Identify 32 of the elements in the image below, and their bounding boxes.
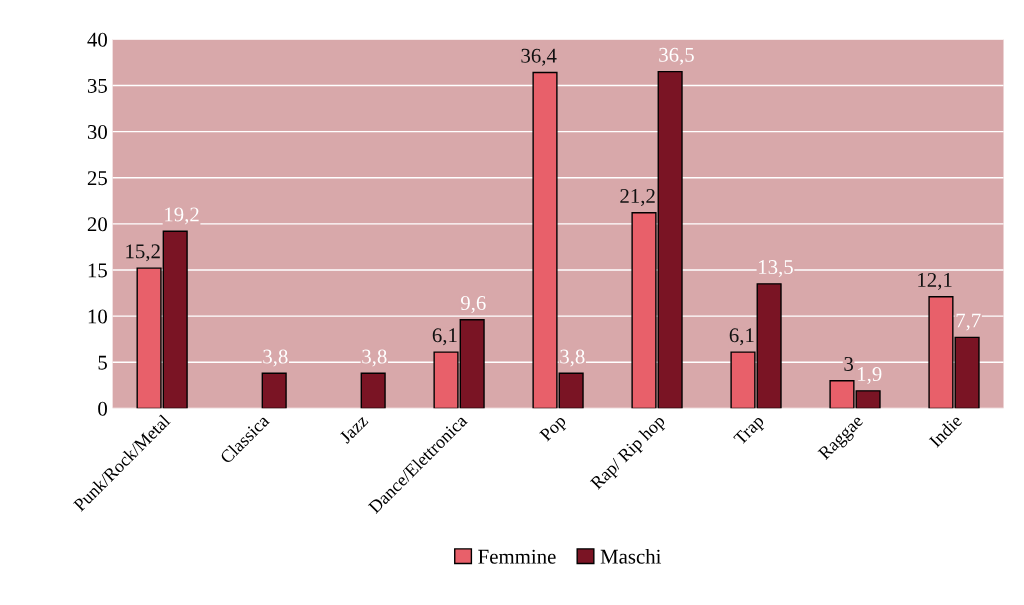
bar [360, 372, 386, 409]
data-label: 6,1 [729, 328, 754, 346]
bar [261, 372, 287, 409]
x-tick-label: Pop [539, 414, 570, 445]
data-label: 3,8 [362, 349, 387, 367]
legend-label: Femmine [478, 549, 556, 564]
legend-label: Maschi [600, 549, 662, 564]
y-tick-label: 20 [87, 217, 107, 232]
data-label: 13,5 [759, 260, 793, 278]
x-tick-label: Trap [733, 414, 768, 449]
data-label: 19,2 [165, 207, 199, 225]
y-tick-label: 25 [87, 171, 107, 186]
data-label: 3,8 [263, 349, 288, 367]
data-label: 6,1 [432, 328, 457, 346]
y-tick-label: 40 [87, 32, 107, 47]
y-tick-label: 30 [87, 124, 107, 140]
x-tick-label: Jazz [338, 414, 369, 444]
y-tick-label: 15 [88, 263, 107, 278]
y-tick-label: 5 [98, 355, 107, 370]
data-label: 1,9 [858, 367, 882, 385]
data-label: 3 [844, 356, 854, 371]
y-tick-label: 35 [87, 78, 107, 93]
data-label: 36,5 [659, 47, 694, 65]
data-label: 7,7 [956, 313, 981, 331]
y-tick-label: 0 [98, 401, 107, 416]
y-tick-label: 10 [88, 309, 107, 324]
data-label: 36,4 [521, 48, 557, 66]
data-label: 9,6 [460, 296, 486, 314]
data-label: 12,1 [918, 272, 952, 290]
data-label: 3,8 [560, 349, 585, 367]
data-label: 21,2 [620, 189, 655, 207]
data-label: 15,2 [126, 244, 160, 262]
